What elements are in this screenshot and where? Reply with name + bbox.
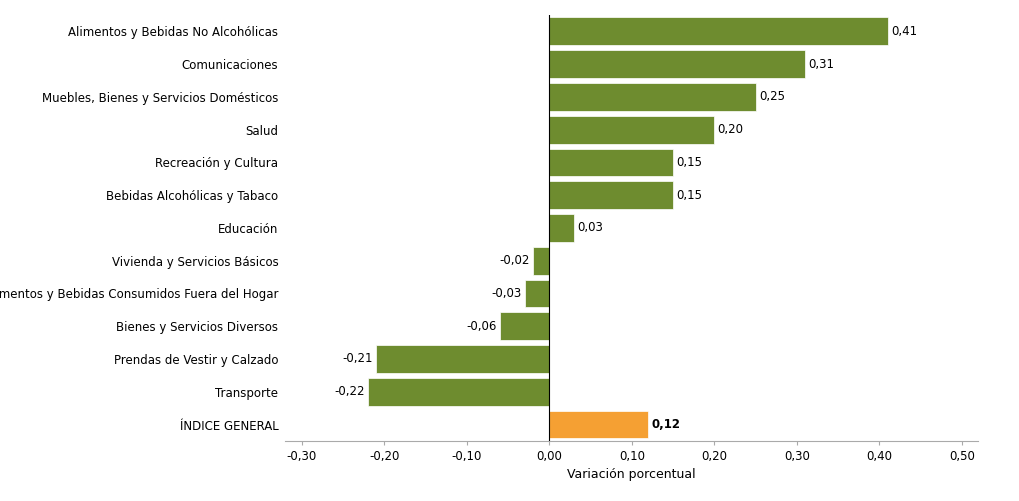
Bar bbox=[549, 83, 755, 111]
Text: -0,03: -0,03 bbox=[491, 287, 522, 300]
Bar bbox=[376, 345, 549, 373]
Bar bbox=[549, 50, 805, 78]
Text: -0,22: -0,22 bbox=[334, 385, 365, 398]
Text: -0,02: -0,02 bbox=[499, 254, 530, 267]
Bar bbox=[499, 312, 549, 340]
Bar bbox=[549, 148, 673, 176]
Text: 0,03: 0,03 bbox=[578, 221, 603, 234]
Bar bbox=[549, 18, 888, 45]
Bar bbox=[549, 214, 574, 242]
Text: 0,41: 0,41 bbox=[891, 25, 917, 38]
Text: 0,15: 0,15 bbox=[677, 156, 702, 169]
Bar bbox=[549, 181, 673, 209]
Text: 0,20: 0,20 bbox=[717, 123, 744, 136]
X-axis label: Variación porcentual: Variación porcentual bbox=[568, 468, 696, 481]
Bar bbox=[549, 411, 648, 438]
Bar bbox=[549, 116, 714, 144]
Text: 0,15: 0,15 bbox=[677, 189, 702, 202]
Text: 0,31: 0,31 bbox=[808, 58, 835, 71]
Text: -0,06: -0,06 bbox=[466, 320, 496, 333]
Bar bbox=[525, 280, 549, 308]
Text: -0,21: -0,21 bbox=[342, 353, 373, 366]
Bar bbox=[368, 378, 549, 406]
Text: 0,25: 0,25 bbox=[759, 90, 785, 103]
Text: 0,12: 0,12 bbox=[651, 418, 681, 431]
Bar bbox=[533, 247, 549, 275]
